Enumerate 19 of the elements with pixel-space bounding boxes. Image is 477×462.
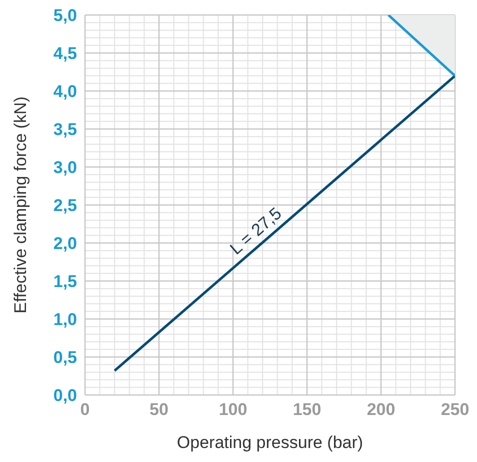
x-axis-title: Operating pressure (bar): [176, 433, 364, 452]
x-tick-label: 150: [292, 400, 322, 420]
y-tick-label: 0,0: [53, 386, 77, 406]
y-tick-label: 2,5: [53, 196, 77, 216]
y-tick-label: 2,0: [53, 234, 77, 254]
x-tick-label: 200: [366, 400, 396, 420]
x-tick-label: 0: [80, 400, 90, 420]
x-tick-label: 250: [440, 400, 470, 420]
y-tick-label: 5,0: [53, 6, 77, 26]
y-tick-label: 4,0: [53, 82, 77, 102]
y-tick-label: 0,5: [53, 348, 77, 368]
y-tick-label: 4,5: [53, 44, 77, 64]
y-tick-label: 3,0: [53, 158, 77, 178]
x-tick-label: 50: [150, 400, 168, 420]
y-axis-title: Effective clamping force (kN): [11, 96, 30, 314]
y-tick-label: 3,5: [53, 120, 77, 140]
x-tick-label: 100: [218, 400, 248, 420]
y-tick-label: 1,0: [53, 310, 77, 330]
y-tick-label: 1,5: [53, 272, 77, 292]
